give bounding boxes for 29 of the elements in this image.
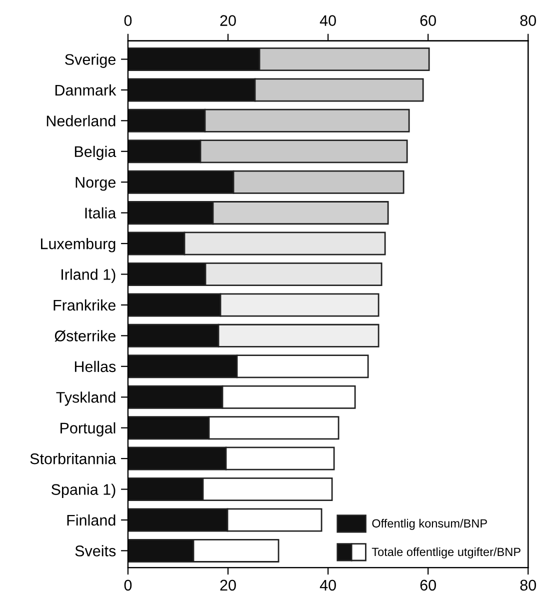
- y-tick-label: Finland: [67, 514, 116, 526]
- y-tick-label: Frankrike: [54, 299, 116, 311]
- x-tick-label: 40: [320, 580, 336, 591]
- y-tick-label: Belgia: [74, 146, 116, 160]
- y-tick-label: Tyskland: [56, 392, 116, 406]
- y-tick-label: Nederland: [46, 115, 116, 126]
- x-tick-label: 20: [220, 580, 236, 591]
- legend-label: Offentlig konsum/BNP: [372, 518, 487, 530]
- x-tick-label: 80: [520, 580, 536, 591]
- y-tick-label: Norge: [76, 177, 116, 191]
- y-tick-label: Østerrike: [54, 330, 116, 342]
- y-tick-label: Danmark: [55, 84, 116, 96]
- x2-tick-label: 60: [420, 15, 436, 26]
- y-tick-label: Storbritannia: [30, 453, 116, 464]
- y-tick-label: Portugal: [60, 422, 116, 437]
- y-tick-label: Sverige: [65, 54, 116, 68]
- x-tick-label: 0: [124, 580, 132, 591]
- legend-label: Totale offentlige utgifter/BNP: [372, 547, 520, 558]
- x2-tick-label: 0: [124, 15, 132, 26]
- y-tick-label: Sveits: [75, 545, 116, 556]
- x2-tick-label: 20: [220, 15, 236, 26]
- y-tick-label: Luxemburg: [41, 238, 116, 252]
- y-tick-label: Irland 1): [62, 268, 116, 283]
- x-tick-label: 60: [420, 580, 436, 591]
- x2-tick-label: 80: [520, 15, 536, 26]
- y-tick-label: Spania 1): [51, 484, 116, 498]
- y-tick-label: Italia: [85, 207, 116, 218]
- y-tick-label: Hellas: [74, 360, 116, 372]
- x2-tick-label: 40: [320, 15, 336, 26]
